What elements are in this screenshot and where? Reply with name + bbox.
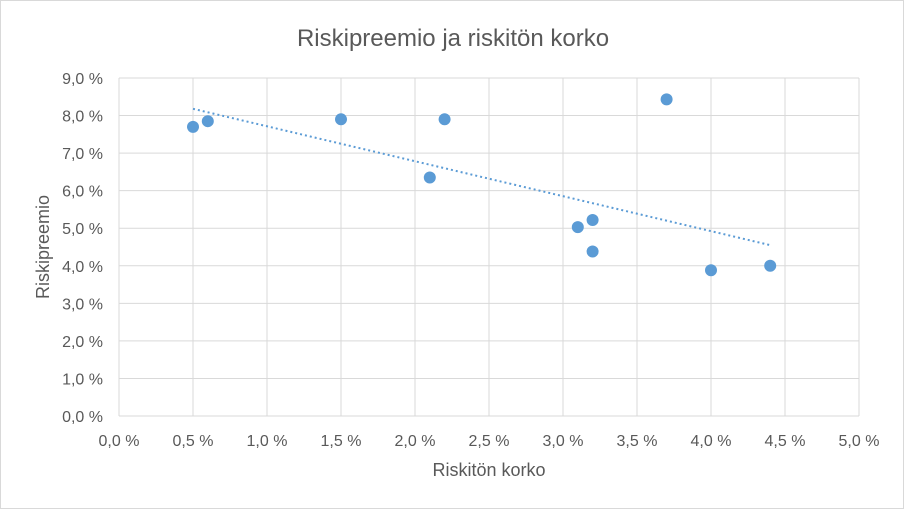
y-tick-label: 8,0 % <box>62 109 103 126</box>
y-tick-label: 2,0 % <box>62 334 103 351</box>
x-tick-label: 3,0 % <box>543 433 584 450</box>
y-tick-label: 5,0 % <box>62 221 103 238</box>
data-point <box>335 113 347 126</box>
data-points <box>187 93 777 277</box>
data-point <box>705 264 717 277</box>
x-tick-label: 4,0 % <box>691 433 732 450</box>
trendline-layer <box>192 107 771 247</box>
data-point <box>764 259 777 272</box>
data-point <box>187 120 199 133</box>
data-point <box>423 171 436 184</box>
y-tick-label: 7,0 % <box>62 146 103 163</box>
x-tick-label: 3,5 % <box>617 433 658 450</box>
x-tick-label: 1,0 % <box>247 433 288 450</box>
data-point <box>571 221 584 234</box>
x-axis-title: Riskitön korko <box>432 460 545 480</box>
gridlines <box>118 77 860 417</box>
data-point <box>438 113 451 126</box>
x-tick-label: 4,5 % <box>765 433 806 450</box>
data-point <box>201 115 214 128</box>
y-tick-label: 1,0 % <box>62 371 103 388</box>
y-tick-label: 6,0 % <box>62 184 103 201</box>
x-tick-label: 1,5 % <box>321 433 362 450</box>
y-tick-label: 3,0 % <box>62 296 103 313</box>
data-point <box>660 93 673 106</box>
x-tick-label: 0,0 % <box>99 433 140 450</box>
y-tick-label: 4,0 % <box>62 259 103 276</box>
x-tick-label: 2,5 % <box>469 433 510 450</box>
data-point <box>586 213 599 226</box>
linear-trendline <box>192 107 771 247</box>
y-axis-title: Riskipreemio <box>33 195 53 299</box>
data-point <box>586 245 599 258</box>
y-tick-label: 0,0 % <box>62 409 103 426</box>
tick-labels: 0,0 % 1,0 % 2,0 % 3,0 % 4,0 % 5,0 % 6,0 % 7,0 %… <box>62 71 879 450</box>
x-tick-label: 5,0 % <box>839 433 880 450</box>
y-tick-label: 9,0 % <box>62 71 103 88</box>
x-tick-label: 0,5 % <box>173 433 214 450</box>
chart-title: Riskipreemio ja riskitön korko <box>297 25 609 52</box>
x-tick-label: 2,0 % <box>395 433 436 450</box>
